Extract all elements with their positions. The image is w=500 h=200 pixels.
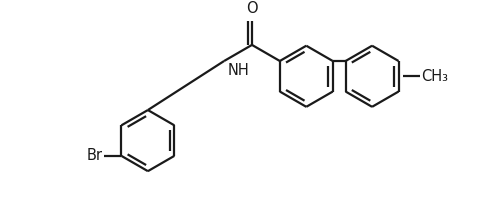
- Text: Br: Br: [87, 148, 103, 163]
- Text: O: O: [246, 1, 258, 16]
- Text: NH: NH: [228, 63, 249, 78]
- Text: CH₃: CH₃: [421, 69, 448, 84]
